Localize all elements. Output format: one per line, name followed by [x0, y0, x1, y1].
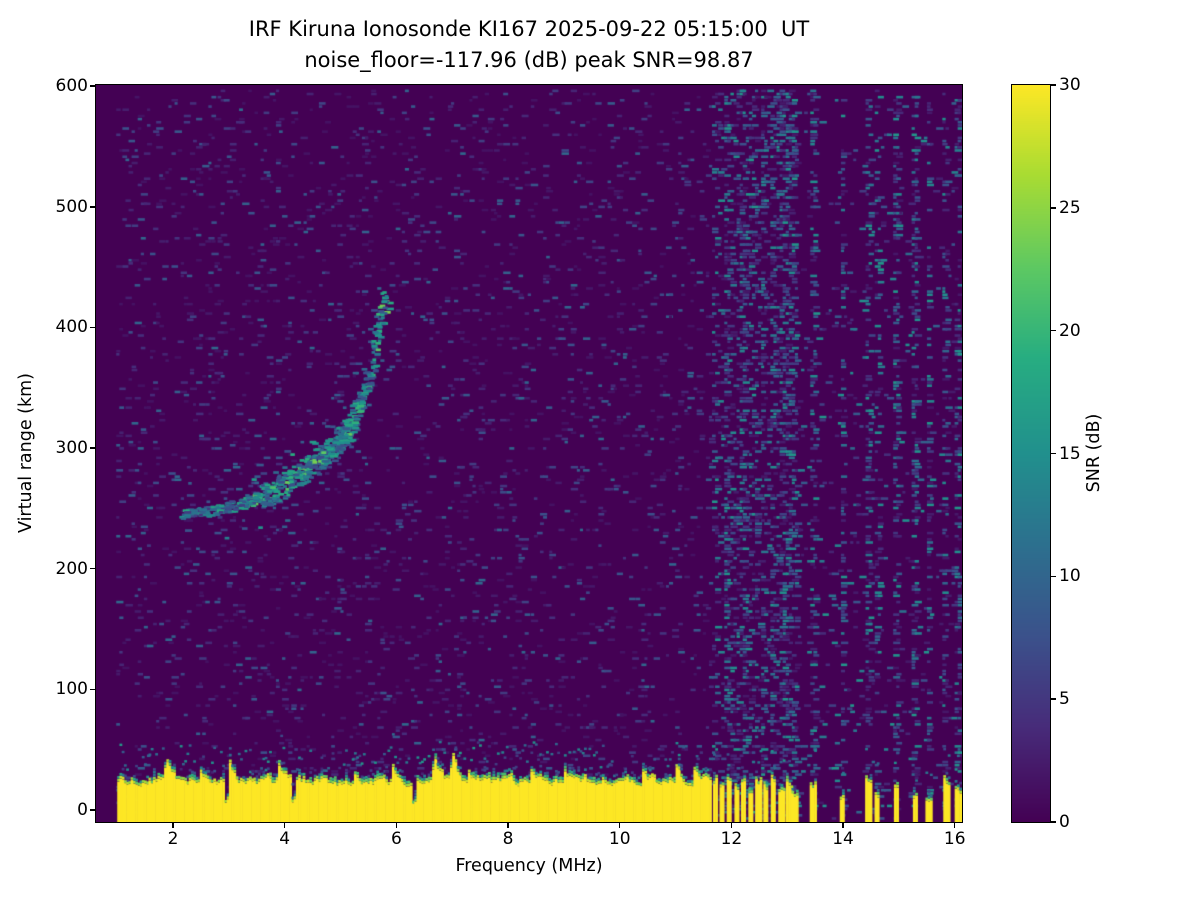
chart-title: IRF Kiruna Ionosonde KI167 2025-09-22 05…: [96, 17, 962, 41]
x-tick-mark: [954, 823, 956, 828]
colorbar-tick-label: 25: [1059, 198, 1099, 218]
x-axis-label: Frequency (MHz): [96, 856, 962, 876]
x-tick-mark: [172, 823, 174, 828]
x-tick-label: 16: [930, 829, 980, 849]
y-tick-mark: [90, 206, 95, 208]
x-tick-mark: [619, 823, 621, 828]
x-tick-label: 10: [595, 829, 645, 849]
y-axis-label: Virtual range (km): [16, 373, 36, 533]
colorbar-canvas: [1012, 85, 1050, 822]
colorbar-tick-mark: [1051, 576, 1056, 578]
x-tick-mark: [842, 823, 844, 828]
ionogram-canvas: [96, 85, 962, 822]
colorbar-tick-mark: [1051, 821, 1056, 823]
colorbar-tick-mark: [1051, 453, 1056, 455]
y-tick-mark: [90, 447, 95, 449]
y-tick-label: 400: [34, 317, 88, 337]
x-tick-label: 6: [371, 829, 421, 849]
colorbar-tick-label: 10: [1059, 566, 1099, 586]
colorbar-tick-mark: [1051, 330, 1056, 332]
y-tick-mark: [90, 689, 95, 691]
x-tick-mark: [731, 823, 733, 828]
x-tick-mark: [396, 823, 398, 828]
y-tick-label: 500: [34, 197, 88, 217]
colorbar-tick-label: 0: [1059, 812, 1099, 832]
colorbar-tick-label: 5: [1059, 689, 1099, 709]
colorbar-tick-label: 30: [1059, 75, 1099, 95]
x-tick-label: 2: [148, 829, 198, 849]
colorbar-tick-mark: [1051, 207, 1056, 209]
colorbar: [1011, 84, 1051, 823]
y-tick-label: 600: [34, 76, 88, 96]
y-tick-mark: [90, 327, 95, 329]
x-tick-label: 12: [706, 829, 756, 849]
y-tick-label: 300: [34, 438, 88, 458]
x-tick-label: 8: [483, 829, 533, 849]
colorbar-label: SNR (dB): [1084, 414, 1104, 493]
x-tick-label: 14: [818, 829, 868, 849]
x-tick-label: 4: [260, 829, 310, 849]
x-tick-mark: [284, 823, 286, 828]
chart-subtitle: noise_floor=-117.96 (dB) peak SNR=98.87: [96, 48, 962, 72]
x-tick-mark: [507, 823, 509, 828]
y-tick-label: 100: [34, 679, 88, 699]
ionogram-figure: IRF Kiruna Ionosonde KI167 2025-09-22 05…: [0, 0, 1200, 900]
y-tick-mark: [90, 85, 95, 87]
colorbar-tick-label: 20: [1059, 321, 1099, 341]
y-tick-label: 0: [34, 800, 88, 820]
colorbar-tick-mark: [1051, 698, 1056, 700]
y-tick-mark: [90, 568, 95, 570]
colorbar-tick-mark: [1051, 84, 1056, 86]
plot-area: [95, 84, 963, 823]
y-tick-mark: [90, 809, 95, 811]
y-tick-label: 200: [34, 559, 88, 579]
